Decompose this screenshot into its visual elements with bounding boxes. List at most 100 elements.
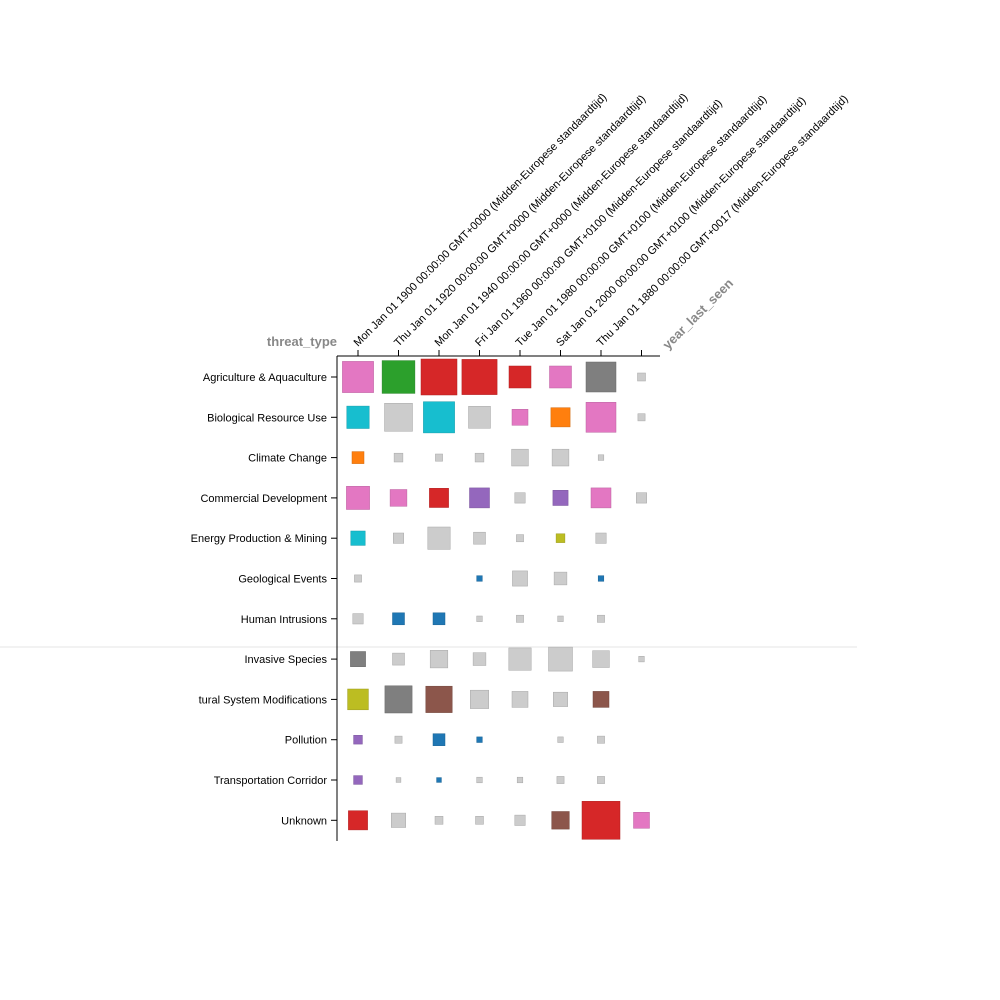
x-axis-title: year_last_seen <box>660 276 737 353</box>
matrix-cell <box>548 646 573 672</box>
matrix-cell <box>514 814 526 826</box>
matrix-cell <box>473 531 486 545</box>
matrix-cell <box>381 360 416 394</box>
matrix-cell <box>552 490 569 506</box>
matrix-cell <box>392 612 405 626</box>
y-tick-label: Invasive Species <box>244 654 327 666</box>
matrix-cell <box>393 452 404 463</box>
matrix-cell <box>590 487 612 509</box>
matrix-cell <box>470 689 489 709</box>
matrix-cell <box>476 575 483 582</box>
matrix-cell <box>429 650 449 669</box>
matrix-cell <box>474 452 485 463</box>
matrix-cell <box>597 735 605 744</box>
matrix-cell <box>638 656 645 663</box>
matrix-cell <box>384 403 413 432</box>
y-tick-label: Commercial Development <box>200 493 327 505</box>
y-tick-label: Climate Change <box>248 453 327 465</box>
matrix-cell <box>597 614 605 623</box>
matrix-cell <box>394 735 403 744</box>
matrix-cell <box>395 777 402 783</box>
y-axis: Agriculture & Aquaculture Biological Reso… <box>191 356 338 841</box>
matrix-cell <box>511 448 529 467</box>
matrix-cell <box>557 615 564 622</box>
x-axis: Mon Jan 01 1900 00:00:00 GMT+0000 (Midde… <box>337 91 851 357</box>
matrix-cell <box>551 448 570 467</box>
matrix-cell <box>393 532 404 544</box>
matrix-cell <box>348 810 368 831</box>
y-tick-label: Unknown <box>281 815 327 827</box>
matrix-cell <box>475 816 484 825</box>
matrix-cell <box>351 451 365 464</box>
matrix-cell <box>346 405 370 429</box>
matrix-cell <box>350 530 366 546</box>
matrix-cell <box>508 365 532 389</box>
matrix-cell <box>342 361 374 393</box>
matrix-cell <box>511 691 529 708</box>
y-tick-label: Geological Events <box>238 574 327 586</box>
matrix-cell <box>592 691 610 708</box>
y-tick-label: Energy Production & Mining <box>191 533 327 545</box>
matrix-cell <box>461 359 498 395</box>
matrix-cell <box>350 651 366 667</box>
matrix-cell <box>432 612 446 626</box>
matrix-cell <box>595 532 607 544</box>
matrix-cell <box>476 736 483 743</box>
matrix-cell <box>469 487 490 509</box>
y-tick-label: Transportation Corridor <box>214 775 328 787</box>
matrix-cell <box>392 652 405 666</box>
matrix-cell <box>353 735 363 745</box>
matrix-cell <box>553 571 568 586</box>
matrix-cell <box>597 776 605 784</box>
matrix-cell <box>435 453 443 462</box>
matrix-cell <box>592 650 610 668</box>
matrix-cell <box>476 776 483 784</box>
matrix-cell <box>468 406 491 429</box>
matrix-cell <box>516 614 524 623</box>
x-tick-label: Mon Jan 01 1900 00:00:00 GMT+0000 (Midde… <box>352 91 610 349</box>
matrix-cell <box>556 776 565 784</box>
y-tick-label: Pollution <box>285 735 327 747</box>
matrix-cell <box>391 812 406 828</box>
matrix-cell <box>389 489 408 507</box>
matrix-cell <box>511 409 529 426</box>
matrix-cell <box>508 647 532 671</box>
matrix-cell <box>555 533 566 543</box>
y-tick-label: Biological Resource Use <box>207 412 327 424</box>
x-tick-label: Thu Jan 01 1920 00:00:00 GMT+0000 (Midde… <box>392 93 648 349</box>
matrix-cell <box>597 575 605 582</box>
matrix-cell <box>472 652 487 666</box>
y-tick-label: tural System Modifications <box>199 694 328 706</box>
matrix-cell <box>429 488 449 508</box>
matrix-cell <box>434 816 444 825</box>
matrix-cell <box>553 691 568 707</box>
matrix-cell <box>549 365 572 389</box>
matrix-cell <box>637 413 646 422</box>
matrix-cell <box>384 685 413 714</box>
matrix-cell <box>432 733 446 746</box>
matrix-cell <box>353 775 363 785</box>
matrix-cell <box>347 688 369 711</box>
matrix-cell <box>581 801 621 840</box>
matrix-cell <box>597 454 605 461</box>
matrix-cell <box>346 486 370 510</box>
matrix-cell <box>636 492 647 504</box>
matrix-cell <box>550 407 571 428</box>
matrix-cell <box>585 361 617 393</box>
matrix-cell <box>551 811 570 830</box>
matrix-cell <box>512 570 528 587</box>
y-tick-label: Human Intrusions <box>241 614 328 626</box>
matrix-cell <box>557 736 564 743</box>
matrix-cell <box>476 615 483 622</box>
matrix-cell <box>514 492 526 504</box>
matrix-cell <box>436 777 442 783</box>
matrix-cell <box>427 526 451 550</box>
matrix-cell <box>585 402 617 433</box>
matrix-cell <box>423 401 455 434</box>
cells-layer <box>342 358 650 840</box>
matrix-cell <box>354 574 362 583</box>
matrix-cell <box>637 372 646 382</box>
matrix-cell <box>352 613 364 625</box>
y-axis-title: threat_type <box>267 334 337 349</box>
